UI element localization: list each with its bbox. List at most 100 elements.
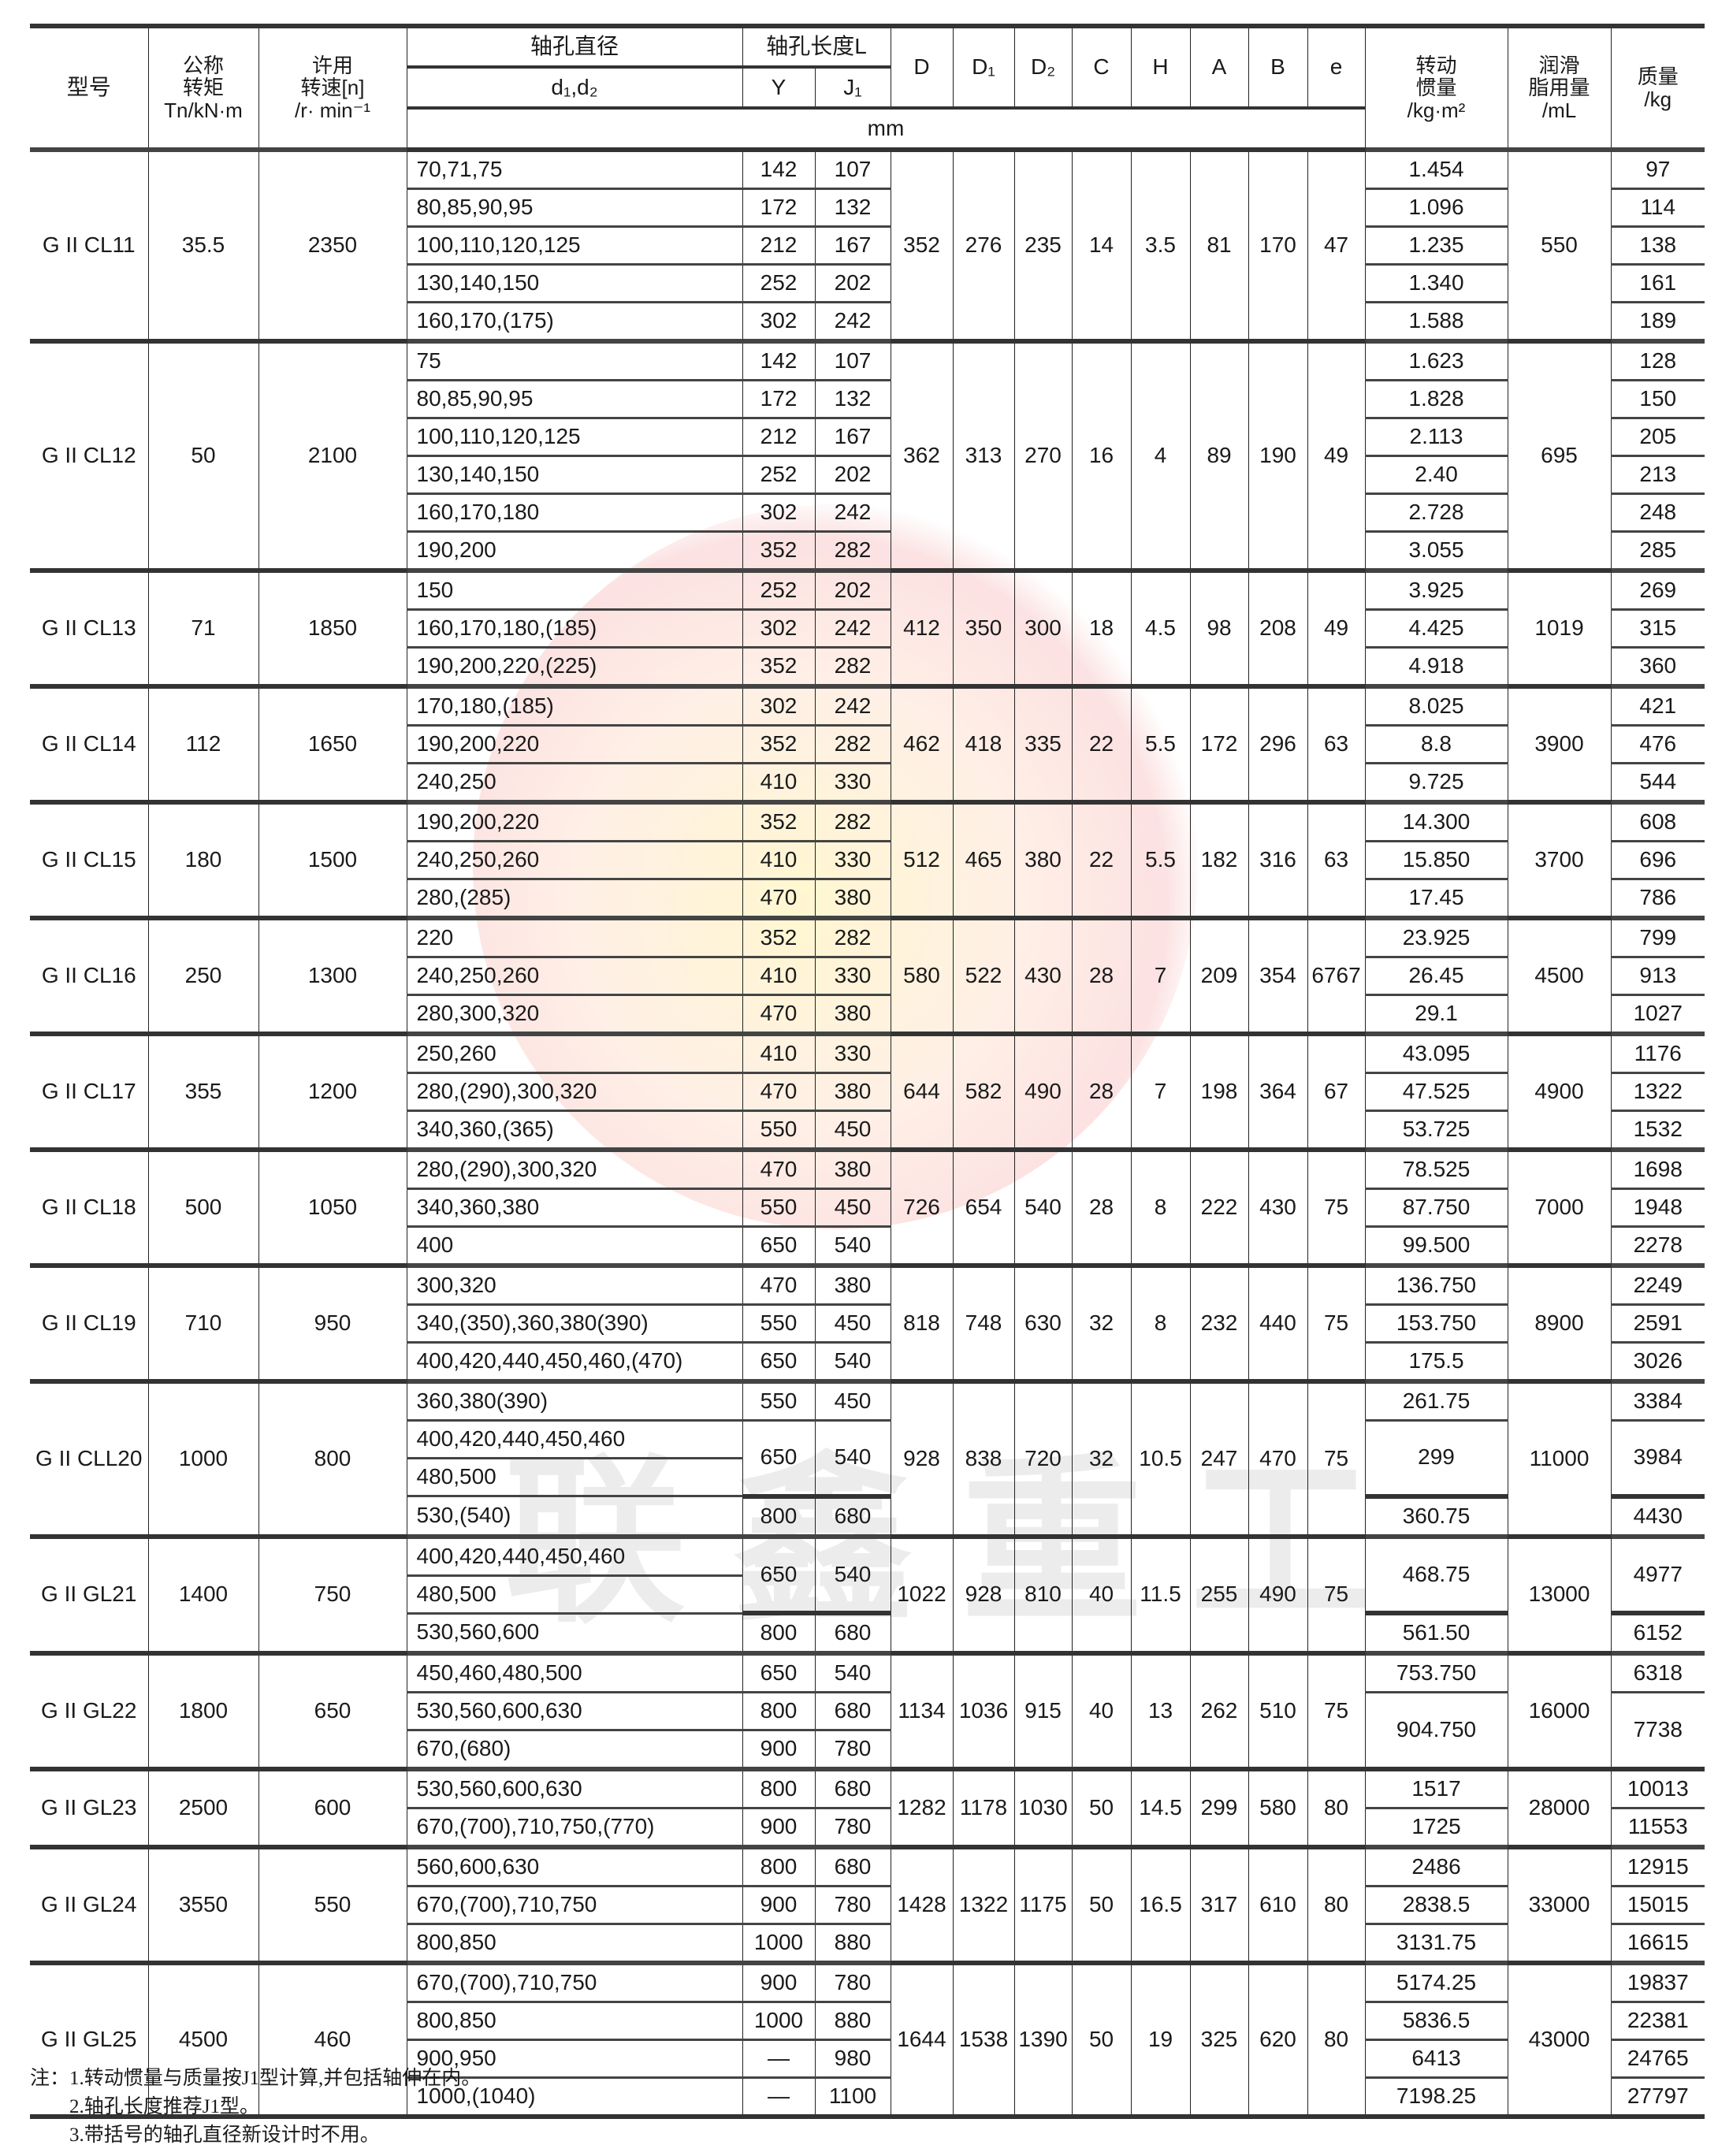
bore-length-y-cell: 650	[742, 1342, 816, 1383]
bore-length-j1-cell: 282	[814, 800, 891, 842]
bore-length-j1-cell: 380	[814, 1072, 891, 1112]
inertia-cell: 2.728	[1364, 493, 1508, 533]
bore-diameter-cell: 280,(290),300,320	[407, 1072, 743, 1112]
mass-cell: 7738	[1610, 1692, 1705, 1771]
dim-D-cell: 580	[890, 916, 954, 1036]
dim-C-cell: 28	[1071, 1147, 1132, 1268]
mass-cell: 150	[1610, 380, 1705, 419]
inertia-cell: 17.45	[1364, 879, 1508, 920]
mass-cell: 97	[1610, 147, 1705, 190]
dim-D-cell: 1282	[890, 1767, 954, 1849]
bore-length-j1-cell: 167	[814, 226, 891, 266]
bore-diameter-cell: 130,140,150	[407, 455, 743, 495]
dim-H-cell: 7	[1130, 1032, 1191, 1152]
inertia-cell: 2.113	[1364, 418, 1508, 457]
dim-D1-cell: 522	[952, 916, 1015, 1036]
mass-cell: 15015	[1610, 1886, 1705, 1925]
bore-diameter-cell: 280,(290),300,320	[406, 1147, 743, 1190]
header-bore-length: 轴孔长度L	[742, 24, 891, 69]
inertia-cell: 3.055	[1364, 531, 1508, 572]
bore-length-y-cell: 172	[742, 188, 816, 228]
bore-length-j1-cell: 880	[814, 1924, 891, 1965]
table-row: G II GL25 4500 460 670,(700),710,750 900 780 1…	[30, 1961, 1705, 2119]
mass-cell: 27797	[1610, 2077, 1705, 2119]
table-row: 800,850 1000 880 3131.75 16615	[30, 1924, 1705, 1965]
inertia-cell: 9.725	[1364, 763, 1508, 804]
table-row: G II GL23 2500 600 530,560,600,630 800 680 128…	[30, 1767, 1705, 1849]
bore-diameter-cell: 190,200,220	[407, 725, 743, 764]
bore-length-y-cell: 800	[742, 1496, 816, 1537]
header-speed: 许用 转速[n]/r· min⁻¹	[258, 24, 407, 150]
dim-D2-cell: 810	[1013, 1533, 1073, 1656]
bore-length-y-cell: 550	[742, 1188, 816, 1228]
table-body: G II CL11 35.5 2350 70,71,75 142 107 352 276 235…	[30, 147, 1705, 2119]
table-row: 900,950—980 6413 24765	[30, 2039, 1705, 2079]
bore-length-j1-cell: 282	[814, 916, 891, 958]
bore-length-y-cell: 212	[742, 418, 816, 457]
bore-diameter-cell: 450,460,480,500	[406, 1651, 743, 1693]
dim-C-cell: 16	[1071, 339, 1132, 573]
bore-length-y-cell: 800	[742, 1767, 816, 1809]
inertia-cell: 4.918	[1364, 647, 1508, 688]
header-bore-diameter: 轴孔直径	[406, 24, 743, 67]
bore-diameter-cell: 800,850	[407, 1924, 743, 1965]
bore-diameter-cell: 400,420,440,450,460	[407, 1420, 743, 1459]
table-row: 190,200,220 352 282 8.8 476	[30, 725, 1705, 764]
speed-cell: 600	[258, 1767, 407, 1849]
bore-length-y-cell: 212	[742, 226, 816, 266]
bore-length-y-cell: 1000	[742, 2002, 816, 2041]
torque-cell: 180	[147, 800, 259, 920]
bore-diameter-cell: 400,420,440,450,460,(470)	[407, 1342, 743, 1383]
dim-C-cell: 40	[1071, 1533, 1132, 1656]
dim-e-cell: 49	[1307, 568, 1366, 689]
inertia-cell: 14.300	[1364, 800, 1508, 842]
dim-D1-cell: 313	[952, 339, 1015, 573]
table-row: G II GL24 3550 550 560,600,630 800 680 1428 132…	[30, 1845, 1705, 1965]
grease-cell: 28000	[1507, 1767, 1612, 1849]
bore-length-j1-cell: 242	[814, 302, 891, 343]
dim-D2-cell: 1030	[1013, 1767, 1073, 1849]
header-dim-D2: D₂	[1013, 24, 1073, 110]
bore-length-j1-cell: 380	[814, 994, 891, 1035]
bore-length-j1-cell: 540	[814, 1533, 891, 1615]
bore-length-j1-cell: 330	[814, 957, 891, 996]
table-row: G II CL18 500 1050 280,(290),300,320 470 380 7…	[30, 1147, 1705, 1268]
speed-cell: 1200	[258, 1032, 407, 1152]
dim-D1-cell: 465	[952, 800, 1015, 920]
dim-H-cell: 13	[1130, 1651, 1191, 1771]
torque-cell: 1400	[147, 1533, 259, 1656]
coupling-spec-table: 型号 公称 转矩 Tn/kN·m 许用 转速[n]/r· min⁻¹ 轴孔直径 轴孔长…	[30, 24, 1705, 2119]
mass-cell: 189	[1610, 302, 1705, 343]
dim-D2-cell: 490	[1013, 1032, 1073, 1152]
table-row: 160,170,(175) 302 242 1.588 189	[30, 302, 1705, 343]
dim-D2-cell: 720	[1013, 1379, 1073, 1539]
dim-D2-cell: 235	[1013, 147, 1073, 344]
bore-diameter-cell: 130,140,150	[407, 264, 743, 303]
dim-C-cell: 32	[1071, 1379, 1132, 1539]
bore-length-y-cell: 252	[742, 264, 816, 303]
inertia-cell: 904.750	[1364, 1692, 1508, 1771]
header-mass: 质量/kg	[1610, 24, 1705, 150]
dim-A-cell: 182	[1189, 800, 1249, 920]
mass-cell: 6318	[1610, 1651, 1705, 1693]
dim-C-cell: 28	[1071, 916, 1132, 1036]
dim-C-cell: 22	[1071, 800, 1132, 920]
mass-cell: 476	[1610, 725, 1705, 764]
inertia-cell: 1.588	[1364, 302, 1508, 343]
mass-cell: 12915	[1610, 1845, 1705, 1887]
mass-cell: 608	[1610, 800, 1705, 842]
bore-length-j1-cell: 380	[814, 879, 891, 920]
dim-D2-cell: 540	[1013, 1147, 1073, 1268]
speed-cell: 1300	[258, 916, 407, 1036]
table-row: 240,250,260 410 330 26.45 913	[30, 957, 1705, 996]
bore-length-y-cell: 650	[742, 1226, 816, 1267]
dim-B-cell: 490	[1248, 1533, 1308, 1656]
grease-cell: 16000	[1507, 1651, 1612, 1771]
table-row: G II CL13 71 1850 150 252 202 412 350 300 18 4.5 98…	[30, 568, 1705, 689]
header-dim-A: A	[1189, 24, 1249, 110]
bore-diameter-cell: 560,600,630	[406, 1845, 743, 1887]
bore-diameter-cell: 80,85,90,95	[407, 380, 743, 419]
inertia-cell: 1517	[1364, 1767, 1508, 1809]
bore-length-y-cell: 410	[742, 957, 816, 996]
note-2: 2.轴孔长度推荐J1型。	[69, 2096, 259, 2117]
